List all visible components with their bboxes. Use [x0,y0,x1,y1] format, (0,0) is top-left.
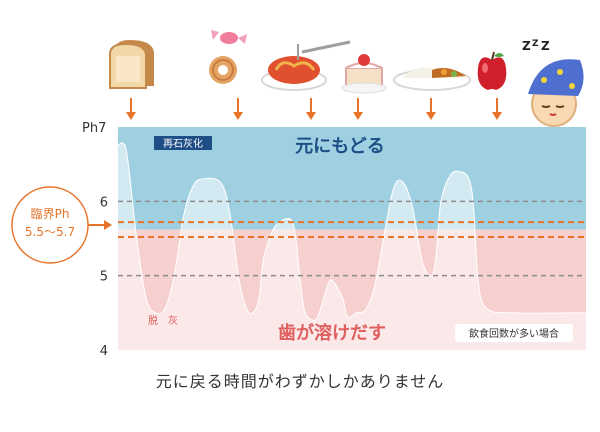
ph-wave-area [118,142,586,350]
demineralization-caption: 歯が溶けだす [278,322,386,344]
y-tick-label: 5 [100,270,108,285]
y-tick-label: 4 [100,344,108,359]
remineralization-tag-bg [154,136,212,150]
sleeping-face-icon: Z Z Z [522,39,584,127]
event-arrows [126,98,502,120]
plot-area [117,127,587,350]
svg-text:Z: Z [541,39,550,53]
y-tick-label: Ph7 [82,121,106,136]
candy-icon [209,30,247,84]
y-axis-ticks: 4 5 6 Ph7 [82,121,108,359]
critical-ph-pointer-head [104,220,112,230]
svg-text:Z: Z [522,39,531,53]
ph-wave-line [117,142,587,321]
event-arrow [233,98,243,120]
remineralization-caption: 元にもどる [295,136,385,157]
event-arrow [426,98,436,120]
y-tick-label: 6 [100,195,108,210]
food-icons-row: Z Z Z [109,30,584,127]
event-arrow [492,98,502,120]
spaghetti-icon [261,40,351,91]
curry-rice-icon [393,67,471,91]
event-arrow [353,98,363,120]
remineralization-tag: 再石灰化 [163,137,203,150]
bottom-caption: 元に戻る時間がわずかしかありません [155,372,445,391]
cake-icon [341,54,387,94]
critical-ph-range: 5.5〜5.7 [25,225,75,239]
event-arrow [306,98,316,120]
critical-ph-label: 臨界Ph [31,207,70,221]
event-arrow [126,98,136,120]
demineralization-tag: 脱 灰 [148,314,178,327]
svg-text:Z: Z [532,39,539,49]
bread-icon [109,40,154,89]
annotation-text: 飲食回数が多い場合 [469,327,559,340]
annotation-box [455,324,573,342]
apple-icon [477,51,507,90]
